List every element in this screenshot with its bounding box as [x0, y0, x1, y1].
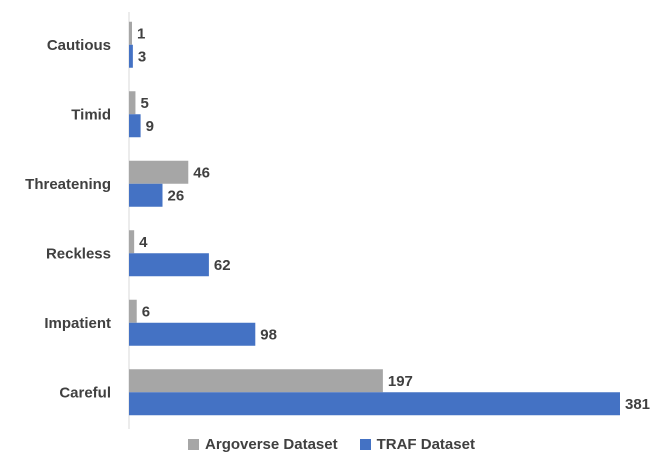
- bar-chart: Cautious13Timid59Threatening4626Reckless…: [25, 12, 650, 429]
- bar-argoverse-careful: [129, 369, 383, 393]
- data-label-traf-threatening: 26: [168, 187, 185, 204]
- bar-traf-timid: [129, 114, 141, 138]
- bar-traf-cautious: [129, 44, 133, 68]
- category-label-impatient: Impatient: [44, 315, 111, 332]
- bar-argoverse-timid: [129, 91, 136, 115]
- legend-label-argoverse: Argoverse Dataset: [205, 436, 338, 453]
- data-label-argoverse-careful: 197: [388, 373, 413, 390]
- category-label-reckless: Reckless: [46, 245, 111, 262]
- data-label-argoverse-timid: 5: [140, 95, 148, 112]
- category-label-timid: Timid: [71, 106, 111, 123]
- data-label-argoverse-reckless: 4: [139, 234, 148, 251]
- data-label-traf-timid: 9: [146, 118, 154, 135]
- category-label-threatening: Threatening: [25, 176, 111, 193]
- data-label-argoverse-threatening: 46: [193, 164, 210, 181]
- category-label-careful: Careful: [59, 384, 111, 401]
- data-label-argoverse-cautious: 1: [137, 25, 145, 42]
- legend-swatch-traf: [359, 439, 371, 450]
- data-label-traf-impatient: 98: [260, 326, 277, 343]
- legend-item-argoverse: Argoverse Dataset: [188, 436, 338, 453]
- category-label-cautious: Cautious: [47, 37, 111, 54]
- data-label-traf-reckless: 62: [214, 257, 231, 274]
- bar-traf-impatient: [129, 322, 256, 346]
- bar-argoverse-impatient: [129, 299, 137, 323]
- bar-argoverse-threatening: [129, 160, 189, 184]
- legend-label-traf: TRAF Dataset: [376, 436, 475, 453]
- bar-traf-careful: [129, 392, 620, 416]
- bar-traf-threatening: [129, 183, 163, 207]
- bar-argoverse-cautious: [129, 21, 132, 45]
- data-label-traf-cautious: 3: [138, 48, 146, 65]
- data-label-argoverse-impatient: 6: [142, 303, 150, 320]
- legend: Argoverse Dataset TRAF Dataset: [0, 436, 663, 453]
- bar-argoverse-reckless: [129, 230, 135, 254]
- bar-traf-reckless: [129, 253, 209, 277]
- legend-item-traf: TRAF Dataset: [359, 436, 475, 453]
- data-label-traf-careful: 381: [625, 396, 650, 413]
- legend-swatch-argoverse: [188, 439, 200, 450]
